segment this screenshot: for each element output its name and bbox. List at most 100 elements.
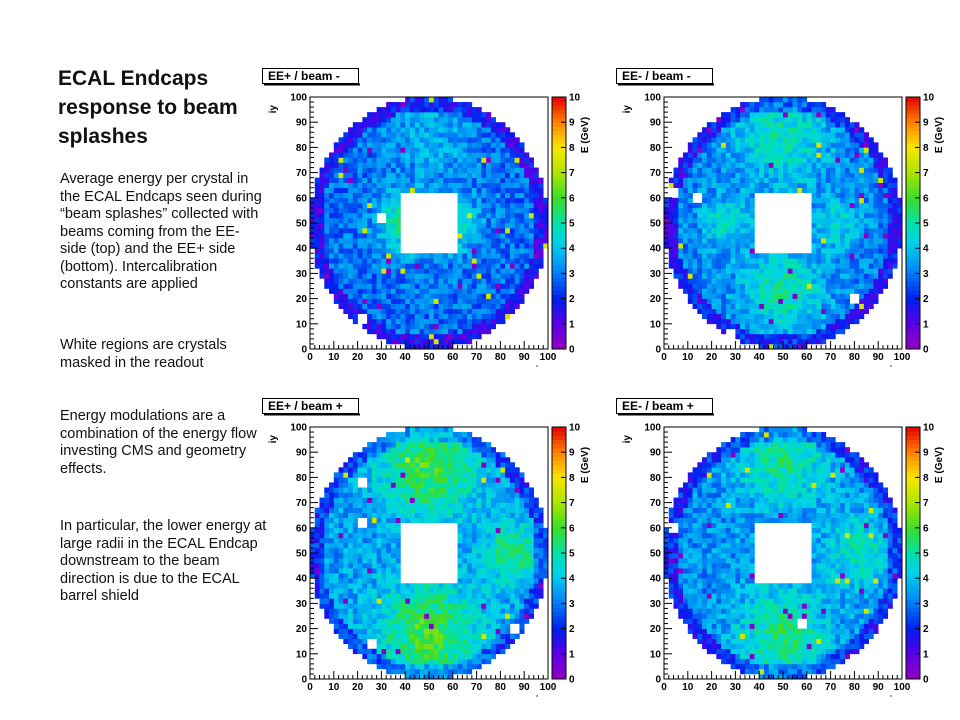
heatmap-cell <box>357 197 363 204</box>
heatmap-cell <box>816 207 822 214</box>
heatmap-cell <box>362 323 368 330</box>
heatmap-cell <box>310 532 316 539</box>
heatmap-cell <box>376 313 382 320</box>
heatmap-cell <box>452 167 458 173</box>
color-scale-band <box>552 214 566 220</box>
heatmap-cell <box>783 253 789 259</box>
heatmap-cell <box>859 207 865 214</box>
heatmap-cell <box>749 308 755 315</box>
heatmap-cell <box>438 288 444 294</box>
heatmap-cell <box>333 248 339 254</box>
x-tick-label: 80 <box>495 352 507 363</box>
heatmap-cell <box>725 228 731 234</box>
heatmap-cell <box>343 157 349 163</box>
heatmap-cell <box>476 268 482 274</box>
heatmap-cell <box>386 537 392 544</box>
heatmap-cell <box>443 283 449 289</box>
heatmap-cell <box>467 298 473 304</box>
color-scale-band <box>552 344 566 350</box>
heatmap-cell <box>721 298 727 304</box>
heatmap-cell <box>443 127 449 133</box>
heatmap-cell <box>438 167 444 173</box>
heatmap-cell <box>486 212 492 219</box>
heatmap-cell <box>490 177 496 183</box>
heatmap-cell <box>490 142 496 148</box>
heatmap-cell <box>362 568 368 574</box>
heatmap-cell <box>797 263 803 269</box>
heatmap-cell <box>763 328 770 335</box>
heatmap-cell <box>314 177 320 183</box>
heatmap-cell <box>740 308 746 315</box>
heatmap-cell <box>711 197 717 204</box>
heatmap-cell <box>376 308 382 315</box>
heatmap-cell <box>830 283 836 289</box>
heatmap-cell <box>452 107 458 113</box>
heatmap-cell <box>878 223 884 229</box>
heatmap-cell <box>524 152 530 158</box>
heatmap-cell <box>792 152 798 158</box>
heatmap-cell <box>343 462 349 468</box>
heatmap-cell <box>528 283 535 289</box>
heatmap-cell <box>352 497 358 503</box>
heatmap-cell <box>835 283 841 289</box>
heatmap-cell <box>849 127 855 133</box>
heatmap-cell <box>343 603 349 609</box>
heatmap-cell <box>429 112 435 118</box>
heatmap-cell <box>409 107 416 113</box>
color-scale-band <box>552 155 566 161</box>
heatmap-cell <box>519 142 525 148</box>
heatmap-cell <box>329 152 335 158</box>
heatmap-cell <box>725 238 731 244</box>
heatmap-cell <box>371 167 377 173</box>
heatmap-cell <box>448 323 454 330</box>
heatmap-cell <box>405 668 411 675</box>
heatmap-cell <box>333 207 339 214</box>
heatmap-cell <box>462 127 468 133</box>
heatmap-cell <box>343 137 349 143</box>
heatmap-cell <box>467 202 473 209</box>
heatmap-cell <box>367 573 373 579</box>
heatmap-cell <box>390 318 396 325</box>
heatmap-cell <box>840 293 846 299</box>
heatmap-cell <box>744 107 750 113</box>
heatmap-cell <box>333 263 339 269</box>
heatmap-cell <box>414 117 420 123</box>
heatmap-cell <box>859 142 865 148</box>
heatmap-cell <box>744 112 750 118</box>
heatmap-cell <box>481 167 487 173</box>
heatmap-cell <box>424 442 430 448</box>
heatmap-cell <box>524 238 530 244</box>
heatmap-cell <box>735 107 741 113</box>
heatmap-cell <box>314 243 320 249</box>
heatmap-cell <box>381 313 387 320</box>
heatmap-cell <box>333 192 339 199</box>
heatmap-cell <box>381 532 387 539</box>
heatmap-cell <box>797 308 803 315</box>
heatmap-cell <box>740 142 746 148</box>
heatmap-cell <box>467 197 473 204</box>
heatmap-cell <box>844 233 850 239</box>
heatmap-cell <box>692 238 698 244</box>
heatmap-cell <box>390 112 396 118</box>
heatmap-cell <box>505 278 511 284</box>
heatmap-cell <box>740 137 746 143</box>
heatmap-cell <box>868 288 874 294</box>
heatmap-cell <box>830 217 836 224</box>
heatmap-cell <box>725 207 731 214</box>
heatmap-cell <box>457 313 463 320</box>
heatmap-cell <box>409 507 416 513</box>
heatmap-cell <box>730 192 736 199</box>
heatmap-cell <box>873 207 879 214</box>
heatmap-cell <box>390 147 396 153</box>
heatmap-cell <box>381 603 387 609</box>
heatmap-cell <box>405 608 411 614</box>
heatmap-cell <box>338 613 344 619</box>
heatmap-cell <box>343 177 349 183</box>
heatmap-cell <box>333 522 339 529</box>
heatmap-cell <box>333 608 339 614</box>
heatmap-cell <box>787 328 793 335</box>
heatmap-cell <box>754 328 760 335</box>
heatmap-cell <box>409 313 416 320</box>
heatmap-cell <box>821 202 827 209</box>
heatmap-cell <box>859 288 865 294</box>
